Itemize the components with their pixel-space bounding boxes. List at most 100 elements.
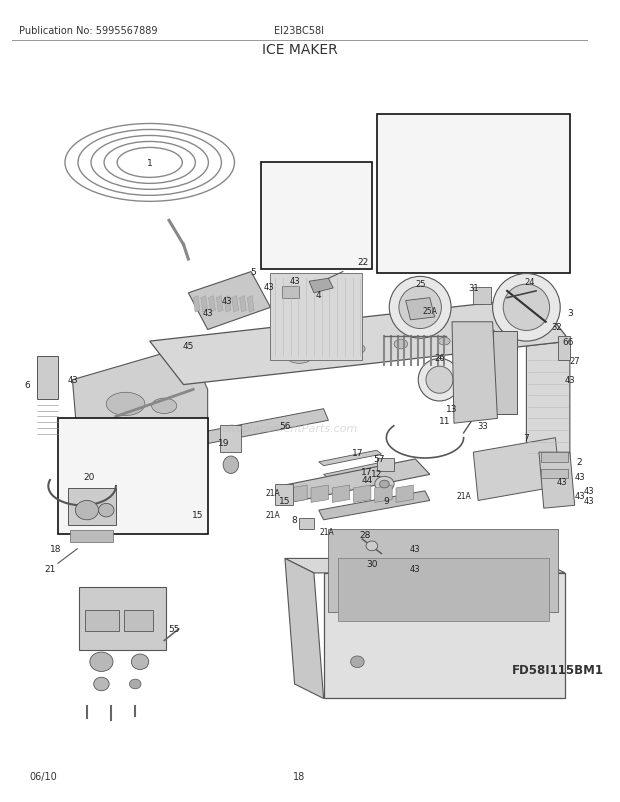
Ellipse shape (99, 504, 114, 517)
Ellipse shape (493, 274, 560, 342)
Text: 43: 43 (565, 376, 575, 385)
Polygon shape (473, 438, 560, 500)
Text: 25: 25 (415, 279, 425, 288)
Text: 3: 3 (567, 308, 573, 318)
Text: 27: 27 (569, 356, 580, 366)
Ellipse shape (394, 340, 407, 350)
Bar (69, 531, 113, 542)
Text: 43: 43 (222, 297, 232, 306)
Ellipse shape (286, 348, 313, 364)
Ellipse shape (418, 359, 461, 402)
Text: 26: 26 (434, 354, 445, 363)
Text: 21A: 21A (265, 511, 280, 520)
Text: 9: 9 (384, 496, 389, 505)
Text: 30: 30 (366, 559, 378, 568)
Text: 57: 57 (373, 455, 384, 464)
Text: 43: 43 (574, 472, 585, 481)
Bar (338, 559, 549, 622)
Polygon shape (452, 322, 497, 423)
Text: 12: 12 (371, 469, 383, 478)
Polygon shape (290, 485, 307, 503)
Text: 24: 24 (524, 277, 534, 286)
Ellipse shape (510, 328, 515, 332)
Polygon shape (224, 296, 231, 313)
Ellipse shape (76, 500, 99, 520)
Text: eReplacementParts.com: eReplacementParts.com (221, 423, 358, 434)
Bar (275, 276, 306, 305)
Text: 5: 5 (250, 268, 256, 277)
Text: FD58I115BM1: FD58I115BM1 (512, 663, 604, 676)
Bar (541, 452, 568, 462)
Polygon shape (324, 464, 383, 479)
Polygon shape (201, 296, 208, 313)
Bar (329, 530, 558, 612)
Text: 31: 31 (468, 284, 479, 293)
Text: 32: 32 (551, 322, 562, 332)
Polygon shape (209, 296, 215, 313)
Polygon shape (374, 485, 392, 503)
Ellipse shape (223, 456, 239, 474)
Polygon shape (270, 274, 362, 361)
Polygon shape (311, 485, 329, 503)
Text: 43: 43 (67, 376, 78, 385)
Polygon shape (188, 272, 270, 330)
Ellipse shape (490, 330, 495, 334)
Text: 25A: 25A (422, 306, 437, 315)
Text: 17: 17 (352, 448, 363, 457)
Ellipse shape (389, 277, 451, 338)
Bar (123, 610, 153, 631)
Polygon shape (285, 559, 565, 573)
Text: 43: 43 (574, 492, 585, 500)
Polygon shape (232, 296, 239, 313)
Bar (299, 518, 314, 530)
Text: 43: 43 (410, 545, 420, 553)
Bar (37, 356, 58, 399)
Ellipse shape (374, 476, 394, 492)
Ellipse shape (152, 399, 177, 414)
Polygon shape (285, 559, 324, 699)
Polygon shape (526, 342, 570, 457)
Text: 7: 7 (523, 434, 529, 443)
Text: 2: 2 (577, 458, 582, 467)
Text: 4: 4 (316, 291, 322, 300)
Text: 21A: 21A (456, 492, 471, 500)
Text: 55: 55 (168, 625, 180, 634)
Text: 20: 20 (83, 472, 94, 481)
Polygon shape (353, 485, 371, 503)
Ellipse shape (94, 678, 109, 691)
Bar (58, 419, 208, 535)
Polygon shape (193, 409, 329, 446)
Text: 43: 43 (584, 487, 595, 496)
Text: 1: 1 (147, 159, 153, 168)
Bar (377, 459, 394, 472)
Text: 17: 17 (361, 468, 373, 476)
Text: ICE MAKER: ICE MAKER (262, 43, 337, 57)
Polygon shape (149, 298, 570, 385)
Text: 21A: 21A (265, 488, 280, 497)
Ellipse shape (438, 338, 450, 346)
Bar (68, 488, 116, 525)
Bar (85, 610, 119, 631)
Polygon shape (247, 296, 254, 313)
Text: 44: 44 (361, 475, 373, 484)
Bar (282, 286, 299, 298)
Text: 15: 15 (279, 496, 291, 505)
Text: 43: 43 (202, 308, 213, 318)
Bar (377, 115, 570, 274)
Ellipse shape (471, 332, 476, 336)
Text: 13: 13 (446, 405, 458, 414)
Polygon shape (73, 346, 208, 438)
Polygon shape (193, 296, 200, 313)
Bar (541, 469, 568, 479)
Text: 56: 56 (279, 421, 291, 430)
Text: 18: 18 (50, 545, 62, 553)
Polygon shape (319, 451, 381, 466)
Polygon shape (493, 332, 516, 414)
Text: EI23BC58I: EI23BC58I (275, 26, 324, 36)
Text: 6: 6 (24, 381, 30, 390)
Bar (473, 288, 490, 305)
Text: 66: 66 (562, 337, 574, 346)
Text: 28: 28 (360, 530, 371, 539)
Polygon shape (405, 298, 435, 321)
Polygon shape (216, 296, 223, 313)
